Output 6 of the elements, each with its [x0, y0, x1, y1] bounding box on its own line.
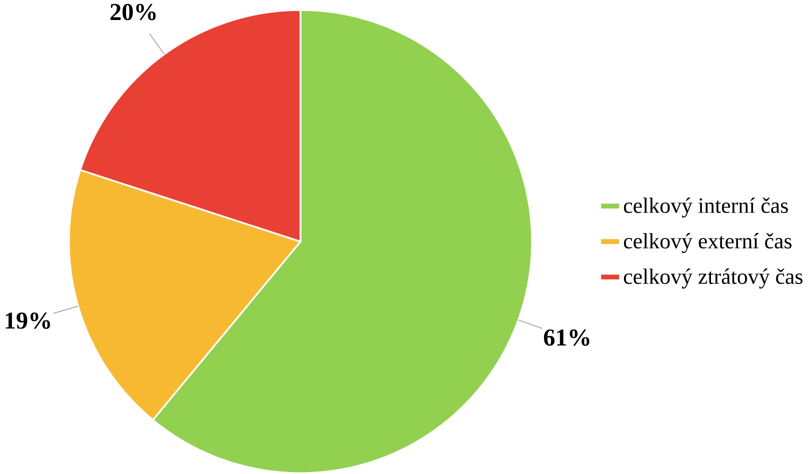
data-label: 19%: [6, 312, 50, 329]
data-label: 61%: [544, 329, 590, 346]
legend-label: celkový ztrátový čas: [624, 268, 802, 289]
legend-label: celkový interní čas: [624, 198, 788, 218]
data-label: 20%: [110, 4, 156, 20]
legend-label: celkový externí čas: [624, 233, 792, 254]
